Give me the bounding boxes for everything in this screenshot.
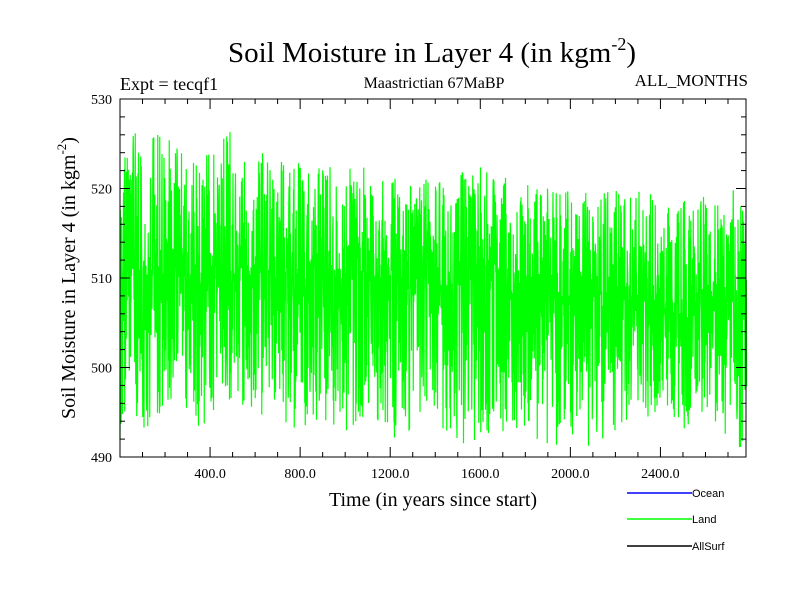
x-tick-label: 2400.0	[641, 467, 680, 482]
series-line-land	[119, 132, 748, 448]
chart-title: Soil Moisture in Layer 4 (in kgm-2)	[228, 34, 636, 69]
legend-label-land: Land	[692, 514, 716, 526]
y-tick-label: 490	[91, 451, 112, 466]
expt-label: Expt = tecqf1	[120, 74, 218, 94]
months-label: ALL_MONTHS	[635, 71, 748, 90]
legend-label-allsurf: AllSurf	[692, 541, 725, 553]
x-tick-label: 400.0	[194, 467, 226, 482]
axis-ticks	[120, 98, 746, 458]
y-tick-label: 500	[91, 362, 112, 377]
legend: Ocean Land AllSurf	[627, 488, 725, 553]
y-axis-title: Soil Moisture in Layer 4 (in kgm-2)	[54, 137, 80, 419]
x-tick-label: 2000.0	[551, 467, 590, 482]
legend-label-ocean: Ocean	[692, 488, 724, 500]
chart-subtitle: Maastrictian 67MaBP	[364, 75, 505, 92]
axis-tick-labels: 400.0 800.0 1200.0 1600.0 2000.0 2400.0 490 500…	[91, 93, 680, 482]
series-layer	[119, 132, 748, 448]
y-tick-label: 510	[91, 272, 112, 287]
y-tick-label: 530	[91, 93, 112, 108]
x-tick-label: 800.0	[284, 467, 316, 482]
x-axis-title: Time (in years since start)	[329, 489, 537, 511]
y-tick-label: 520	[91, 183, 112, 198]
x-tick-label: 1200.0	[371, 467, 410, 482]
x-tick-label: 1600.0	[461, 467, 500, 482]
